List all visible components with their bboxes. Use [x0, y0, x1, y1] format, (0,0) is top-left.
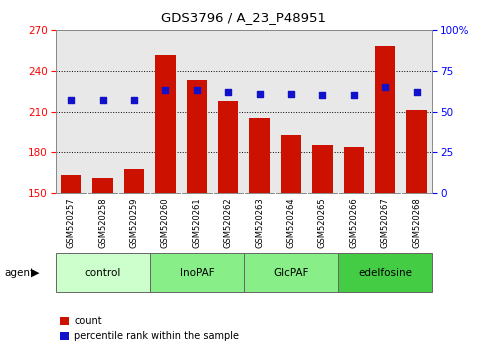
Bar [312, 145, 333, 354]
Point [382, 84, 389, 90]
Bar [218, 101, 239, 354]
Bar [56, 253, 150, 292]
Point [319, 92, 327, 98]
Text: agent: agent [5, 268, 35, 278]
Point [350, 92, 357, 98]
Bar [150, 253, 244, 292]
Text: GSM520260: GSM520260 [161, 198, 170, 249]
Text: GSM520268: GSM520268 [412, 198, 421, 249]
Bar [92, 178, 113, 354]
Text: ▶: ▶ [31, 268, 40, 278]
Bar [281, 135, 301, 354]
Bar [406, 110, 427, 354]
Text: GDS3796 / A_23_P48951: GDS3796 / A_23_P48951 [161, 11, 327, 24]
Text: GSM520261: GSM520261 [192, 198, 201, 249]
Text: edelfosine: edelfosine [358, 268, 412, 278]
Bar [124, 169, 144, 354]
Text: GlcPAF: GlcPAF [273, 268, 309, 278]
Text: InoPAF: InoPAF [180, 268, 214, 278]
Point [99, 97, 107, 103]
Bar [186, 80, 207, 354]
Bar [249, 118, 270, 354]
Bar [155, 55, 176, 354]
Text: GSM520262: GSM520262 [224, 198, 233, 249]
Text: GSM520259: GSM520259 [129, 198, 139, 248]
Text: GSM520263: GSM520263 [255, 198, 264, 249]
Point [161, 87, 170, 93]
Point [256, 91, 264, 96]
Point [287, 91, 295, 96]
Point [224, 89, 232, 95]
Bar [375, 46, 396, 354]
Bar [244, 253, 338, 292]
Text: GSM520258: GSM520258 [98, 198, 107, 249]
Text: GSM520257: GSM520257 [67, 198, 76, 249]
Bar [338, 253, 432, 292]
Text: GSM520265: GSM520265 [318, 198, 327, 249]
Bar [343, 147, 364, 354]
Legend: count, percentile rank within the sample: count, percentile rank within the sample [60, 316, 239, 341]
Point [193, 87, 201, 93]
Text: GSM520267: GSM520267 [381, 198, 390, 249]
Point [130, 97, 138, 103]
Text: GSM520264: GSM520264 [286, 198, 296, 249]
Point [68, 97, 75, 103]
Text: GSM520266: GSM520266 [349, 198, 358, 249]
Bar [61, 175, 82, 354]
Point [412, 89, 420, 95]
Text: control: control [85, 268, 121, 278]
